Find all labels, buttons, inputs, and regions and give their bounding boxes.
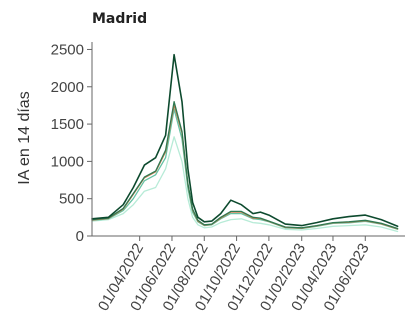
y-tick-label: 2000: [51, 79, 84, 96]
series-line-5: [91, 136, 399, 233]
series-line-2: [91, 101, 399, 230]
axes: [91, 42, 405, 237]
series-line-4: [91, 108, 399, 230]
chart-title: Madrid: [92, 11, 147, 27]
series-line-1: [91, 53, 399, 228]
y-tick-label: 1500: [51, 116, 84, 133]
y-axis-label: IA en 14 días: [16, 91, 33, 184]
x-ticks: 01/04/202201/06/202201/08/202201/10/2022…: [95, 236, 373, 314]
series-line-3: [91, 104, 399, 230]
y-tick-label: 500: [59, 191, 84, 208]
y-tick-label: 2500: [51, 41, 84, 58]
y-tick-label: 1000: [51, 153, 84, 170]
y-tick-label: 0: [76, 228, 84, 245]
y-ticks: 0 500 1000 1500 2000 2500: [51, 41, 92, 245]
series-layer: [91, 53, 399, 233]
